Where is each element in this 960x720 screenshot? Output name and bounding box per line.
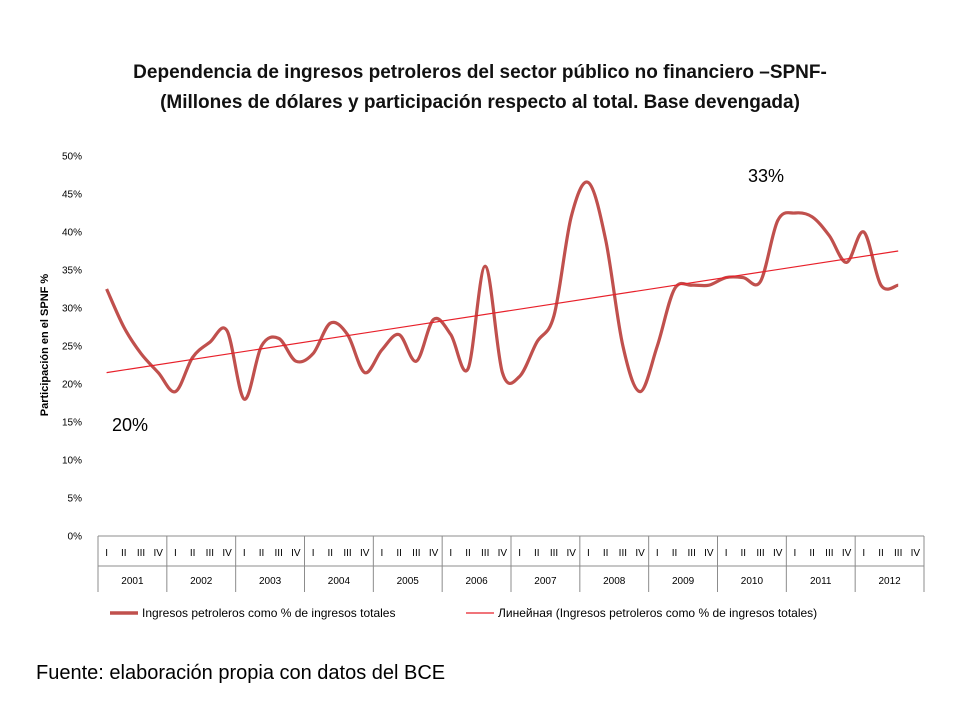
x-tick-quarter: I bbox=[449, 548, 452, 559]
y-tick-label: 15% bbox=[62, 418, 82, 429]
x-tick-quarter: II bbox=[809, 548, 815, 559]
x-tick-year: 2009 bbox=[672, 576, 695, 587]
x-tick-quarter: II bbox=[741, 548, 747, 559]
y-tick-label: 50% bbox=[62, 152, 82, 163]
x-tick-quarter: III bbox=[550, 548, 558, 559]
x-tick-quarter: IV bbox=[773, 548, 783, 559]
y-tick-label: 45% bbox=[62, 190, 82, 201]
x-tick-quarter: II bbox=[396, 548, 402, 559]
x-tick-quarter: I bbox=[312, 548, 315, 559]
chart-title-line2: (Millones de dólares y participación res… bbox=[160, 92, 800, 113]
x-tick-quarter: II bbox=[603, 548, 609, 559]
x-tick-quarter: II bbox=[328, 548, 334, 559]
x-tick-quarter: II bbox=[121, 548, 127, 559]
x-tick-quarter: I bbox=[105, 548, 108, 559]
x-tick-quarter: III bbox=[137, 548, 145, 559]
x-tick-year: 2006 bbox=[465, 576, 488, 587]
x-tick-quarter: II bbox=[878, 548, 884, 559]
x-tick-quarter: III bbox=[275, 548, 283, 559]
x-tick-quarter: IV bbox=[635, 548, 645, 559]
x-tick-quarter: I bbox=[174, 548, 177, 559]
x-tick-year: 2003 bbox=[259, 576, 282, 587]
x-tick-quarter: I bbox=[587, 548, 590, 559]
plot-area bbox=[105, 180, 899, 401]
x-tick-quarter: I bbox=[656, 548, 659, 559]
y-tick-label: 20% bbox=[62, 380, 82, 391]
x-tick-quarter: III bbox=[756, 548, 764, 559]
x-tick-quarter: I bbox=[725, 548, 728, 559]
x-tick-quarter: III bbox=[619, 548, 627, 559]
x-tick-year: 2002 bbox=[190, 576, 213, 587]
legend-label-trend: Линейная (Ingresos petroleros como % de … bbox=[498, 606, 817, 620]
source-note: Fuente: elaboración propia con datos del… bbox=[36, 662, 446, 684]
series-line-ingresos bbox=[105, 180, 899, 401]
y-tick-label: 30% bbox=[62, 304, 82, 315]
annotation-end: 33% bbox=[748, 166, 784, 186]
y-axis-label: Participación en el SPNF % bbox=[39, 274, 51, 417]
y-tick-label: 25% bbox=[62, 342, 82, 353]
series-line-trend bbox=[106, 250, 899, 374]
y-tick-label: 35% bbox=[62, 266, 82, 277]
x-tick-quarter: II bbox=[190, 548, 196, 559]
x-tick-quarter: II bbox=[259, 548, 265, 559]
x-tick-quarter: II bbox=[672, 548, 678, 559]
y-tick-label: 10% bbox=[62, 456, 82, 467]
x-tick-quarter: IV bbox=[842, 548, 852, 559]
x-tick-quarter: IV bbox=[291, 548, 301, 559]
x-tick-quarter: IV bbox=[498, 548, 508, 559]
x-tick-quarter: I bbox=[862, 548, 865, 559]
x-tick-quarter: I bbox=[794, 548, 797, 559]
x-tick-year: 2010 bbox=[741, 576, 764, 587]
chart-title-line1: Dependencia de ingresos petroleros del s… bbox=[133, 62, 827, 83]
x-tick-year: 2001 bbox=[121, 576, 144, 587]
x-tick-quarter: I bbox=[518, 548, 521, 559]
x-tick-quarter: III bbox=[825, 548, 833, 559]
annotation-start: 20% bbox=[112, 415, 148, 435]
x-tick-year: 2008 bbox=[603, 576, 626, 587]
chart-title: Dependencia de ingresos petroleros del s… bbox=[0, 58, 960, 118]
y-tick-label: 5% bbox=[68, 494, 83, 505]
y-tick-label: 0% bbox=[68, 532, 83, 543]
x-tick-quarter: II bbox=[465, 548, 471, 559]
x-tick-quarter: IV bbox=[222, 548, 232, 559]
x-tick-quarter: II bbox=[534, 548, 540, 559]
x-tick-quarter: III bbox=[688, 548, 696, 559]
x-tick-quarter: IV bbox=[567, 548, 577, 559]
x-tick-year: 2005 bbox=[397, 576, 420, 587]
legend-label-series: Ingresos petroleros como % de ingresos t… bbox=[142, 606, 395, 620]
x-tick-quarter: IV bbox=[911, 548, 921, 559]
x-tick-quarter: I bbox=[381, 548, 384, 559]
x-tick-quarter: IV bbox=[704, 548, 714, 559]
legend: Ingresos petroleros como % de ingresos t… bbox=[110, 606, 817, 620]
x-tick-quarter: III bbox=[894, 548, 902, 559]
y-tick-label: 40% bbox=[62, 228, 82, 239]
x-tick-quarter: III bbox=[481, 548, 489, 559]
x-tick-quarter: IV bbox=[360, 548, 370, 559]
x-tick-year: 2007 bbox=[534, 576, 557, 587]
x-tick-quarter: III bbox=[343, 548, 351, 559]
x-tick-quarter: III bbox=[206, 548, 214, 559]
x-tick-quarter: IV bbox=[154, 548, 164, 559]
x-tick-year: 2012 bbox=[878, 576, 901, 587]
x-tick-year: 2004 bbox=[328, 576, 351, 587]
x-tick-year: 2011 bbox=[810, 576, 832, 587]
x-tick-quarter: III bbox=[412, 548, 420, 559]
x-tick-quarter: IV bbox=[429, 548, 439, 559]
x-axis: I II III IV I II III IV I II III IV I II III IV I II III IV… bbox=[97, 535, 925, 592]
y-axis-ticks: 0% 5% 10% 15% 20% 25% 30% 35% 40% 45% 50% bbox=[62, 152, 82, 543]
x-tick-quarter: I bbox=[243, 548, 246, 559]
